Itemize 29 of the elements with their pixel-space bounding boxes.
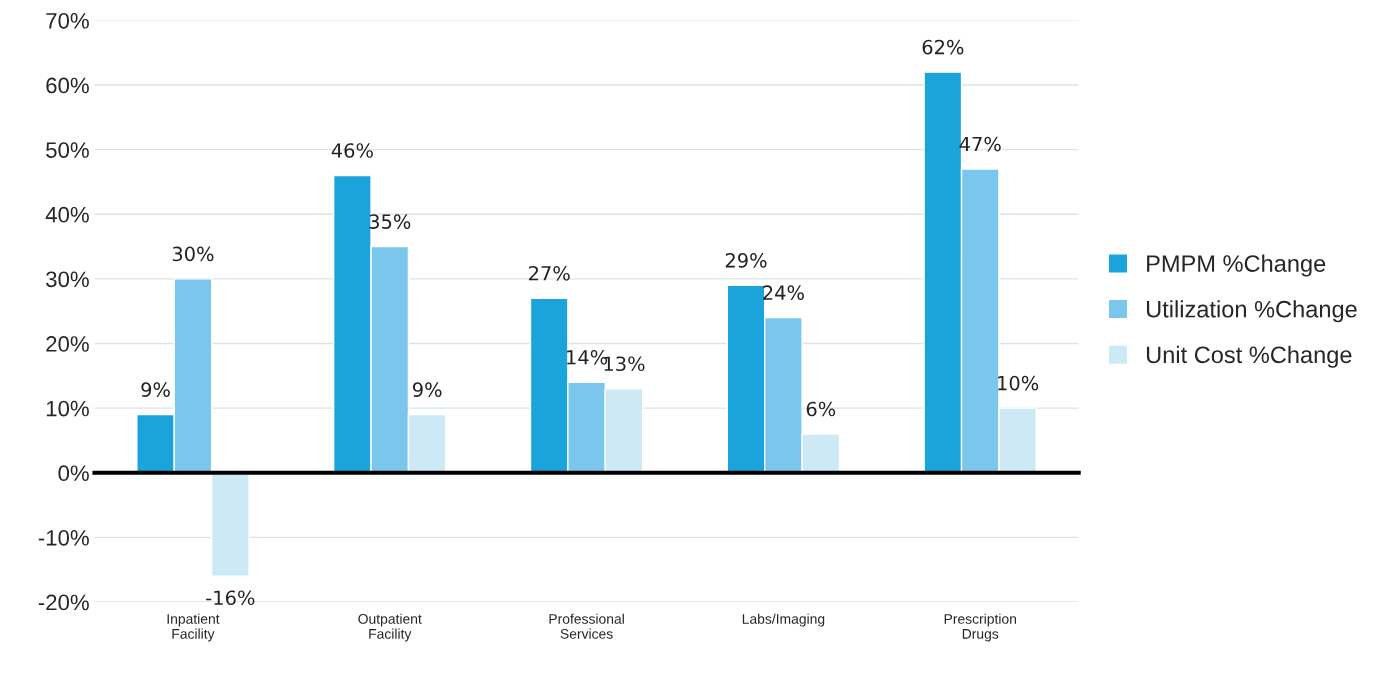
x-tick-label: Labs/Imaging xyxy=(742,613,825,627)
data-label: 27% xyxy=(529,265,570,281)
y-tick-label: -10% xyxy=(38,529,89,546)
legend-label: PMPM %Change xyxy=(1147,254,1326,277)
y-tick-label: 20% xyxy=(46,336,89,352)
y-tick-label: 40% xyxy=(45,206,89,223)
x-tick-label: Professional Services xyxy=(549,613,624,639)
y-tick-label: 50% xyxy=(46,142,89,158)
x-tick-label: Prescription Drugs xyxy=(944,613,1016,642)
data-label: 46% xyxy=(331,143,373,158)
legend-label: Unit Cost %Change xyxy=(1146,345,1352,368)
y-tick-label: 30% xyxy=(46,271,89,288)
data-label: 9% xyxy=(412,382,442,397)
data-label: 62% xyxy=(922,39,964,55)
y-tick-label: 0% xyxy=(58,465,89,482)
y-tick-label: 60% xyxy=(46,77,89,94)
legend-label: Utilization %Change xyxy=(1146,300,1357,323)
x-tick-label: Outpatient Facility xyxy=(358,613,422,642)
y-tick-label: -20% xyxy=(38,594,89,611)
y-tick-label: 10% xyxy=(46,400,89,417)
data-label: -16% xyxy=(206,590,255,606)
bar xyxy=(210,472,250,577)
data-label: 9% xyxy=(141,382,170,397)
data-label: 29% xyxy=(725,253,767,268)
data-label: 6% xyxy=(806,401,836,417)
data-label: 30% xyxy=(172,246,214,262)
x-tick-label: Inpatient Facility xyxy=(167,613,220,642)
data-label: 10% xyxy=(998,375,1039,391)
y-tick-label: 70% xyxy=(46,12,89,29)
